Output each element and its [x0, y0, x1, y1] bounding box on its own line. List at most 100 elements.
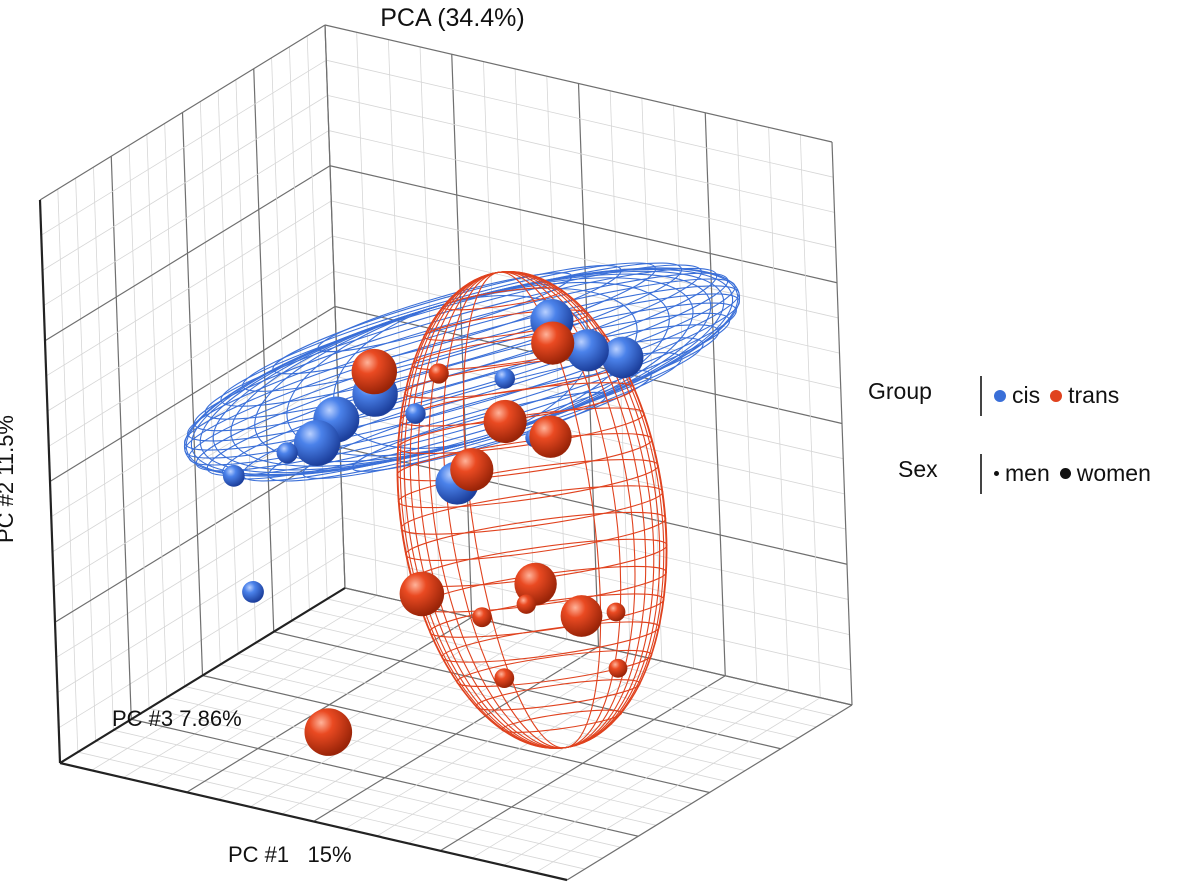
grid-line: [44, 165, 331, 342]
data-point-trans: [606, 602, 626, 622]
ellipsoid-parallel: [396, 433, 653, 482]
ellipsoid-parallel: [302, 369, 652, 479]
grid-line: [306, 35, 328, 599]
x-axis-label: PC #1 15%: [228, 842, 352, 867]
grid-line: [324, 24, 346, 589]
y-axis-line: [38, 199, 62, 764]
data-point-cis: [405, 403, 426, 424]
data-point-cis: [222, 464, 245, 487]
grid-line: [271, 57, 292, 621]
grid-line: [48, 270, 334, 447]
legend-sex-title: Sex: [898, 456, 938, 482]
legend-divider: [980, 454, 982, 494]
data-point-trans: [351, 348, 397, 395]
grid-line: [42, 95, 328, 271]
grid-line: [202, 674, 710, 794]
x-axis-line: [59, 761, 568, 882]
ellipsoid-parallel: [397, 459, 659, 509]
ellipsoid-parallel: [195, 302, 737, 472]
grid-line: [327, 598, 835, 717]
grid-line: [641, 98, 663, 662]
grid-line: [238, 653, 746, 772]
women-marker-icon: [1059, 468, 1071, 479]
ellipsoid-parallel: [242, 262, 657, 392]
chart-title: PCA (34.4%): [380, 4, 525, 32]
grid-line: [255, 642, 764, 761]
data-point-trans: [428, 363, 449, 384]
legend-group-title: Group: [868, 378, 932, 404]
data-point-cis: [242, 581, 264, 603]
grid-line: [344, 653, 631, 830]
grid-line: [199, 101, 221, 665]
z-axis-line: [59, 587, 346, 764]
ellipsoid-parallel: [193, 267, 718, 432]
grid-line: [566, 704, 853, 881]
grid-line: [217, 90, 239, 654]
grid-line: [291, 620, 799, 739]
grid-line: [326, 59, 834, 178]
z-axis-label: PC #3 7.86%: [112, 706, 242, 731]
ellipsoid-parallel: [411, 333, 608, 371]
ellipsoid-parallel: [317, 272, 573, 353]
grid-line: [736, 120, 758, 684]
data-points: [222, 299, 644, 756]
data-point-trans: [483, 399, 527, 444]
cis-marker-icon: [994, 389, 1006, 402]
grid-line: [43, 130, 329, 306]
ellipsoid-parallel: [423, 309, 589, 341]
grid-line: [503, 690, 789, 866]
data-point-trans: [608, 658, 628, 678]
data-point-cis: [294, 420, 340, 466]
grid-line: [328, 130, 836, 248]
grid-line: [439, 675, 726, 852]
data-point-cis: [276, 442, 298, 464]
ellipsoid-parallel: [187, 272, 729, 442]
grid-line: [673, 105, 694, 669]
data-point-trans: [472, 607, 492, 628]
data-point-trans: [494, 668, 515, 688]
ellipsoid-parallel: [456, 649, 653, 687]
legend-divider: [980, 376, 982, 416]
grid-line: [253, 68, 275, 632]
ellipsoid-parallel: [501, 709, 623, 733]
grid-line: [799, 134, 821, 698]
y-axis-label: PC #2 11.5%: [0, 414, 19, 544]
ellipsoid-parallel: [475, 679, 641, 711]
data-point-cis: [566, 329, 609, 372]
grid-line: [768, 127, 790, 691]
ellipsoid-parallel: [206, 312, 731, 477]
data-point-trans: [529, 415, 572, 458]
data-point-trans: [304, 708, 353, 756]
ellipsoid-parallel: [400, 485, 664, 535]
data-point-trans: [560, 595, 603, 637]
grid-line: [235, 79, 257, 643]
data-point-cis: [601, 336, 644, 379]
data-point-trans: [450, 448, 494, 492]
data-point-trans: [516, 594, 536, 614]
grid-line: [408, 668, 694, 844]
grid-line: [331, 200, 839, 319]
grid-line: [46, 200, 332, 377]
grid-box: [38, 24, 853, 882]
men-marker-icon: [994, 471, 999, 476]
grid-line: [327, 94, 835, 213]
trans-marker-icon: [1050, 389, 1063, 402]
grid-line: [49, 305, 336, 483]
grid-line: [831, 141, 853, 706]
legend-item-sex: men women: [994, 460, 1151, 487]
ellipsoid-parallel: [221, 324, 720, 480]
grid-line: [41, 59, 327, 236]
ellipsoid-parallel: [267, 352, 682, 482]
grid-line: [329, 165, 838, 284]
ellipsoid-parallel: [405, 511, 667, 561]
legend-item-cis: cis trans: [994, 382, 1119, 409]
data-point-trans: [399, 571, 445, 617]
trans-ellipsoid: [396, 271, 668, 749]
grid-line: [376, 660, 663, 837]
grid-line: [324, 24, 833, 143]
confidence-ellipsoids: [183, 262, 741, 749]
ellipsoid-parallel: [441, 287, 563, 311]
ellipsoid-parallel: [188, 293, 740, 466]
grid-line: [288, 46, 310, 610]
